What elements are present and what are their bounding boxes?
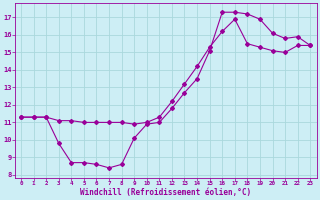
X-axis label: Windchill (Refroidissement éolien,°C): Windchill (Refroidissement éolien,°C) (80, 188, 251, 197)
